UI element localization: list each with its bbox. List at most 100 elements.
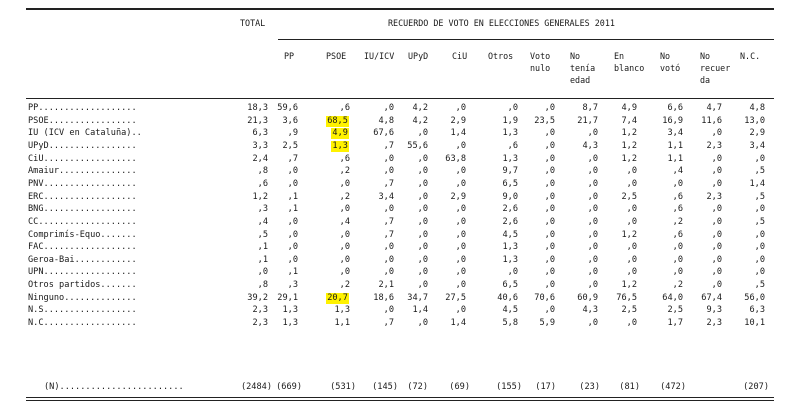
- data-cell: 23,5: [534, 115, 555, 126]
- data-cell: ,0: [754, 153, 765, 164]
- data-cell: 2,6: [502, 204, 518, 215]
- column-header: CiU: [452, 51, 468, 61]
- data-cell: ,7: [383, 178, 394, 189]
- data-cell: ,0: [626, 242, 637, 253]
- data-cell: 1,1: [667, 140, 683, 151]
- total-header: TOTAL: [240, 18, 266, 28]
- n-cell: (207): [743, 382, 769, 392]
- data-cell: 1,3: [282, 305, 298, 316]
- data-cell: ,0: [339, 229, 350, 240]
- data-cell: ,5: [754, 166, 765, 177]
- data-cell: 1,4: [412, 305, 428, 316]
- data-cell: ,2: [672, 216, 683, 227]
- column-header: En: [614, 51, 625, 61]
- row-label: IU (ICV en Cataluña)..: [28, 128, 142, 139]
- total-cell: 1,2: [252, 191, 268, 202]
- data-cell: 7,4: [621, 115, 637, 126]
- data-cell: 2,6: [502, 216, 518, 227]
- column-header: edad: [570, 75, 591, 85]
- data-cell: 10,1: [744, 318, 765, 329]
- data-cell: ,1: [287, 204, 298, 215]
- data-cell: 5,8: [502, 318, 518, 329]
- total-cell: ,8: [257, 166, 268, 177]
- data-cell: 4,9: [331, 128, 349, 140]
- data-cell: 1,1: [667, 153, 683, 164]
- data-cell: 4,8: [749, 103, 765, 113]
- n-cell: (23): [579, 382, 600, 392]
- data-cell: 64,0: [662, 292, 683, 303]
- row-label: Geroa-Bai............: [28, 254, 137, 265]
- data-cell: ,0: [383, 166, 394, 177]
- data-cell: 1,4: [450, 128, 466, 139]
- data-cell: 5,9: [539, 318, 555, 329]
- bottom-rule-2: [26, 400, 774, 401]
- data-cell: ,0: [455, 216, 466, 227]
- data-cell: 70,6: [534, 292, 555, 303]
- data-cell: ,0: [383, 254, 394, 265]
- data-cell: ,0: [455, 280, 466, 291]
- data-cell: ,0: [287, 242, 298, 253]
- data-cell: 1,3: [331, 140, 349, 152]
- data-cell: ,6: [339, 153, 350, 164]
- data-cell: 4,5: [502, 229, 518, 240]
- row-label: CiU..................: [28, 153, 137, 164]
- data-cell: 2,1: [378, 280, 394, 291]
- data-cell: 1,3: [502, 153, 518, 164]
- data-cell: ,0: [544, 140, 555, 151]
- data-cell: 1,3: [502, 242, 518, 253]
- data-cell: 9,0: [502, 191, 518, 202]
- total-cell: 39,2: [247, 292, 268, 303]
- data-cell: ,0: [626, 216, 637, 227]
- data-cell: 67,6: [373, 128, 394, 139]
- n-total-cell: (2484): [240, 382, 272, 392]
- data-cell: 2,9: [749, 128, 765, 139]
- data-cell: 3,4: [667, 128, 683, 139]
- data-cell: 1,2: [621, 128, 637, 139]
- top-rule-thick: [26, 8, 774, 10]
- column-header: N.C.: [740, 51, 761, 61]
- data-cell: 1,3: [282, 318, 298, 329]
- row-label: N.C..................: [28, 318, 137, 329]
- data-cell: ,0: [287, 178, 298, 189]
- column-header: nulo: [530, 63, 551, 73]
- row-label: PSOE.................: [28, 115, 137, 126]
- data-cell: 3,4: [749, 140, 765, 151]
- data-cell: ,0: [417, 216, 428, 227]
- data-cell: ,0: [544, 204, 555, 215]
- data-cell: 9,3: [706, 305, 722, 316]
- data-cell: ,0: [587, 280, 598, 291]
- data-cell: 18,6: [373, 292, 394, 303]
- data-cell: ,2: [339, 166, 350, 177]
- data-cell: ,0: [383, 305, 394, 316]
- row-label: Amaiur...............: [28, 166, 137, 177]
- data-cell: ,0: [626, 166, 637, 177]
- data-cell: ,0: [383, 242, 394, 253]
- data-cell: ,0: [455, 267, 466, 278]
- data-cell: ,6: [672, 204, 683, 215]
- data-cell: ,5: [754, 216, 765, 227]
- data-cell: ,0: [711, 242, 722, 253]
- data-cell: ,0: [754, 242, 765, 253]
- data-cell: 40,6: [497, 292, 518, 303]
- data-cell: ,0: [754, 267, 765, 278]
- data-cell: 1,4: [450, 318, 466, 329]
- data-cell: ,0: [383, 153, 394, 164]
- data-cell: ,0: [417, 204, 428, 215]
- data-cell: ,0: [544, 242, 555, 253]
- data-cell: ,0: [711, 280, 722, 291]
- data-cell: ,0: [626, 318, 637, 329]
- data-cell: ,6: [339, 103, 350, 113]
- n-cell: (155): [496, 382, 522, 392]
- data-cell: ,0: [339, 204, 350, 215]
- group-header: RECUERDO DE VOTO EN ELECCIONES GENERALES…: [388, 18, 615, 28]
- data-cell: ,0: [339, 254, 350, 265]
- total-cell: ,5: [257, 229, 268, 240]
- data-cell: ,7: [383, 229, 394, 240]
- data-cell: ,0: [544, 216, 555, 227]
- data-cell: ,0: [417, 280, 428, 291]
- data-cell: ,0: [417, 318, 428, 329]
- data-cell: ,6: [507, 140, 518, 151]
- data-cell: ,0: [711, 204, 722, 215]
- data-cell: 1,3: [502, 254, 518, 265]
